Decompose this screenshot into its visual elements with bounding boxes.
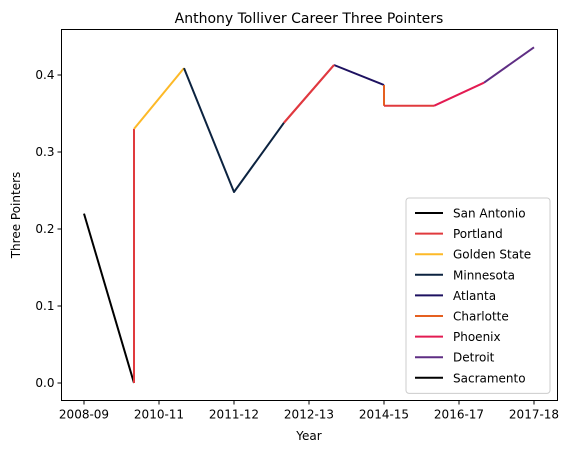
x-tick-label: 2014-15 — [359, 408, 409, 422]
x-tick-label: 2016-17 — [434, 408, 484, 422]
x-axis-label: Year — [295, 429, 321, 443]
series-segment-0 — [283, 64, 335, 124]
x-axis-ticks: 2008-09 2010-11 2011-12 2012-13 2014-15 2016-… — [59, 400, 559, 422]
y-tick-label: 0.0 — [35, 376, 54, 390]
x-tick-label: 2017-18 — [509, 408, 559, 422]
plot-lines — [83, 46, 535, 384]
y-axis-label: Three Pointers — [9, 172, 23, 260]
x-tick-label: 2011-12 — [209, 408, 259, 422]
legend-label: Sacramento — [453, 371, 526, 385]
legend-box — [405, 197, 551, 394]
series-line-minnesota — [183, 67, 285, 193]
legend-label: Charlotte — [453, 310, 509, 324]
y-axis-ticks: 0.0 0.1 0.2 0.3 0.4 — [35, 68, 62, 390]
y-tick-label: 0.3 — [35, 145, 54, 159]
series-segment-2 — [433, 81, 485, 107]
legend-label: San Antonio — [453, 207, 526, 221]
series-line-atlanta — [333, 64, 385, 86]
chart-title: Anthony Tolliver Career Three Pointers — [175, 11, 444, 27]
x-tick-label: 2012-13 — [284, 408, 334, 422]
legend-label: Detroit — [453, 351, 495, 365]
y-tick-label: 0.4 — [35, 68, 54, 82]
legend-label: Atlanta — [453, 289, 496, 303]
series-line-golden-state — [133, 67, 185, 130]
legend-label: Portland — [453, 227, 503, 241]
legend: San Antonio Portland Golden State Minnesota… — [405, 197, 551, 394]
legend-label: Phoenix — [453, 330, 501, 344]
y-tick-label: 0.2 — [35, 222, 54, 236]
x-tick-label: 2010-11 — [134, 408, 184, 422]
series-line-san-antonio — [83, 213, 135, 384]
y-tick-label: 0.1 — [35, 299, 54, 313]
legend-label: Golden State — [453, 248, 531, 262]
series-line-detroit — [483, 46, 535, 84]
legend-label: Minnesota — [453, 268, 515, 282]
x-tick-label: 2008-09 — [59, 408, 109, 422]
